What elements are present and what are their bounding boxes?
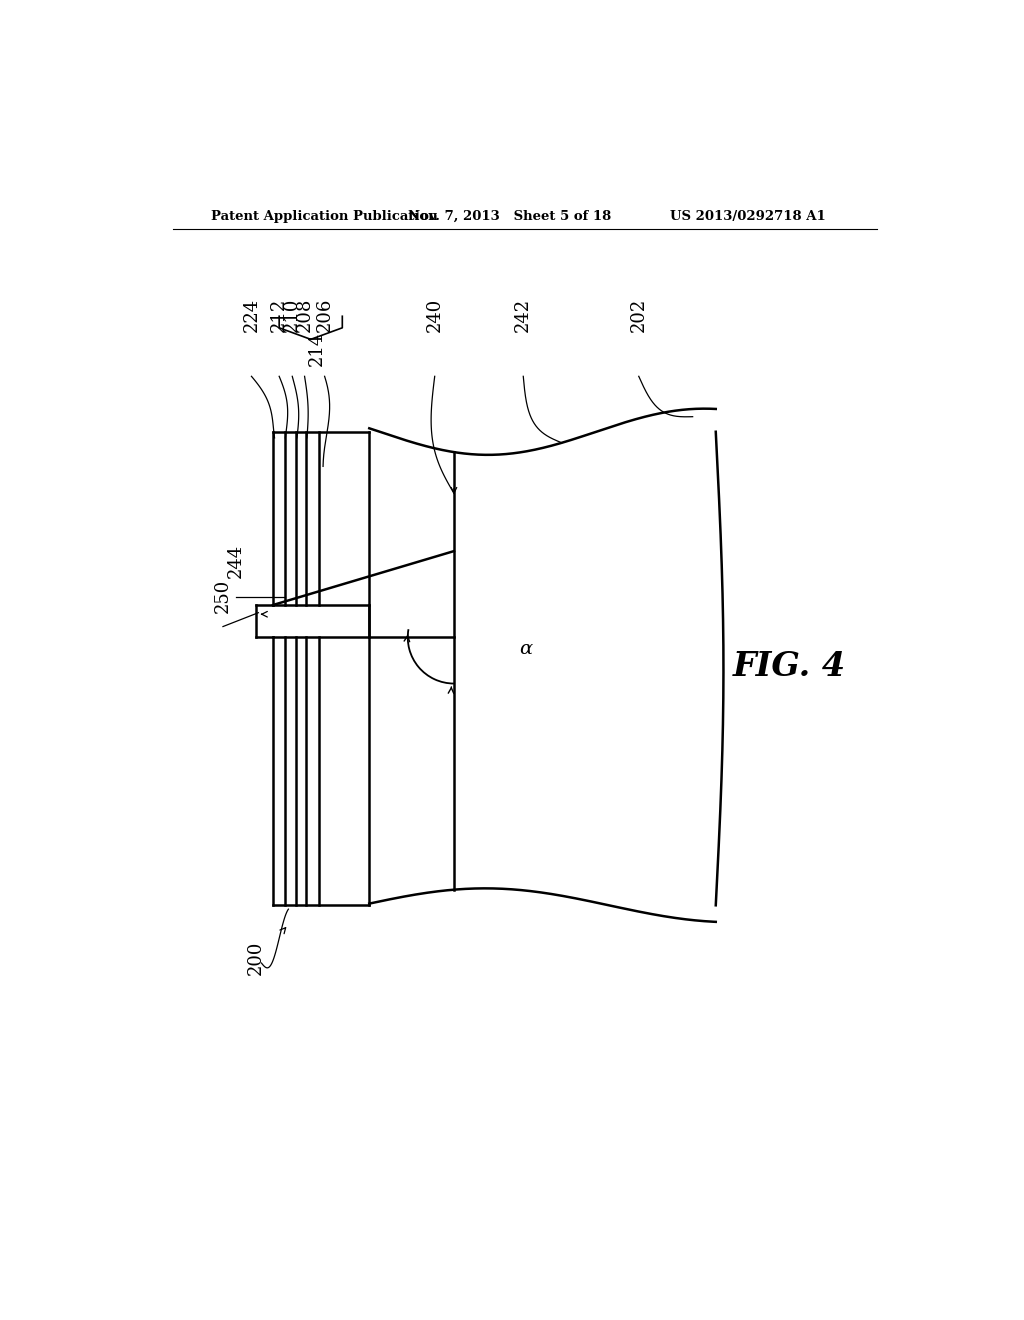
Text: 214: 214 (308, 333, 326, 367)
Text: 224: 224 (243, 297, 260, 331)
Text: Patent Application Publication: Patent Application Publication (211, 210, 438, 223)
Text: 200: 200 (247, 940, 265, 974)
Text: FIG. 4: FIG. 4 (732, 651, 846, 684)
Text: 212: 212 (270, 297, 288, 331)
Text: 244: 244 (227, 544, 245, 578)
Text: Nov. 7, 2013   Sheet 5 of 18: Nov. 7, 2013 Sheet 5 of 18 (408, 210, 611, 223)
Text: 240: 240 (426, 297, 443, 331)
Text: 206: 206 (315, 297, 334, 331)
Text: 208: 208 (296, 297, 313, 331)
Text: 242: 242 (514, 297, 532, 331)
Text: US 2013/0292718 A1: US 2013/0292718 A1 (670, 210, 825, 223)
Text: 250: 250 (214, 578, 232, 612)
Text: 202: 202 (630, 297, 648, 331)
Text: α: α (519, 640, 532, 657)
Text: 210: 210 (284, 297, 301, 331)
